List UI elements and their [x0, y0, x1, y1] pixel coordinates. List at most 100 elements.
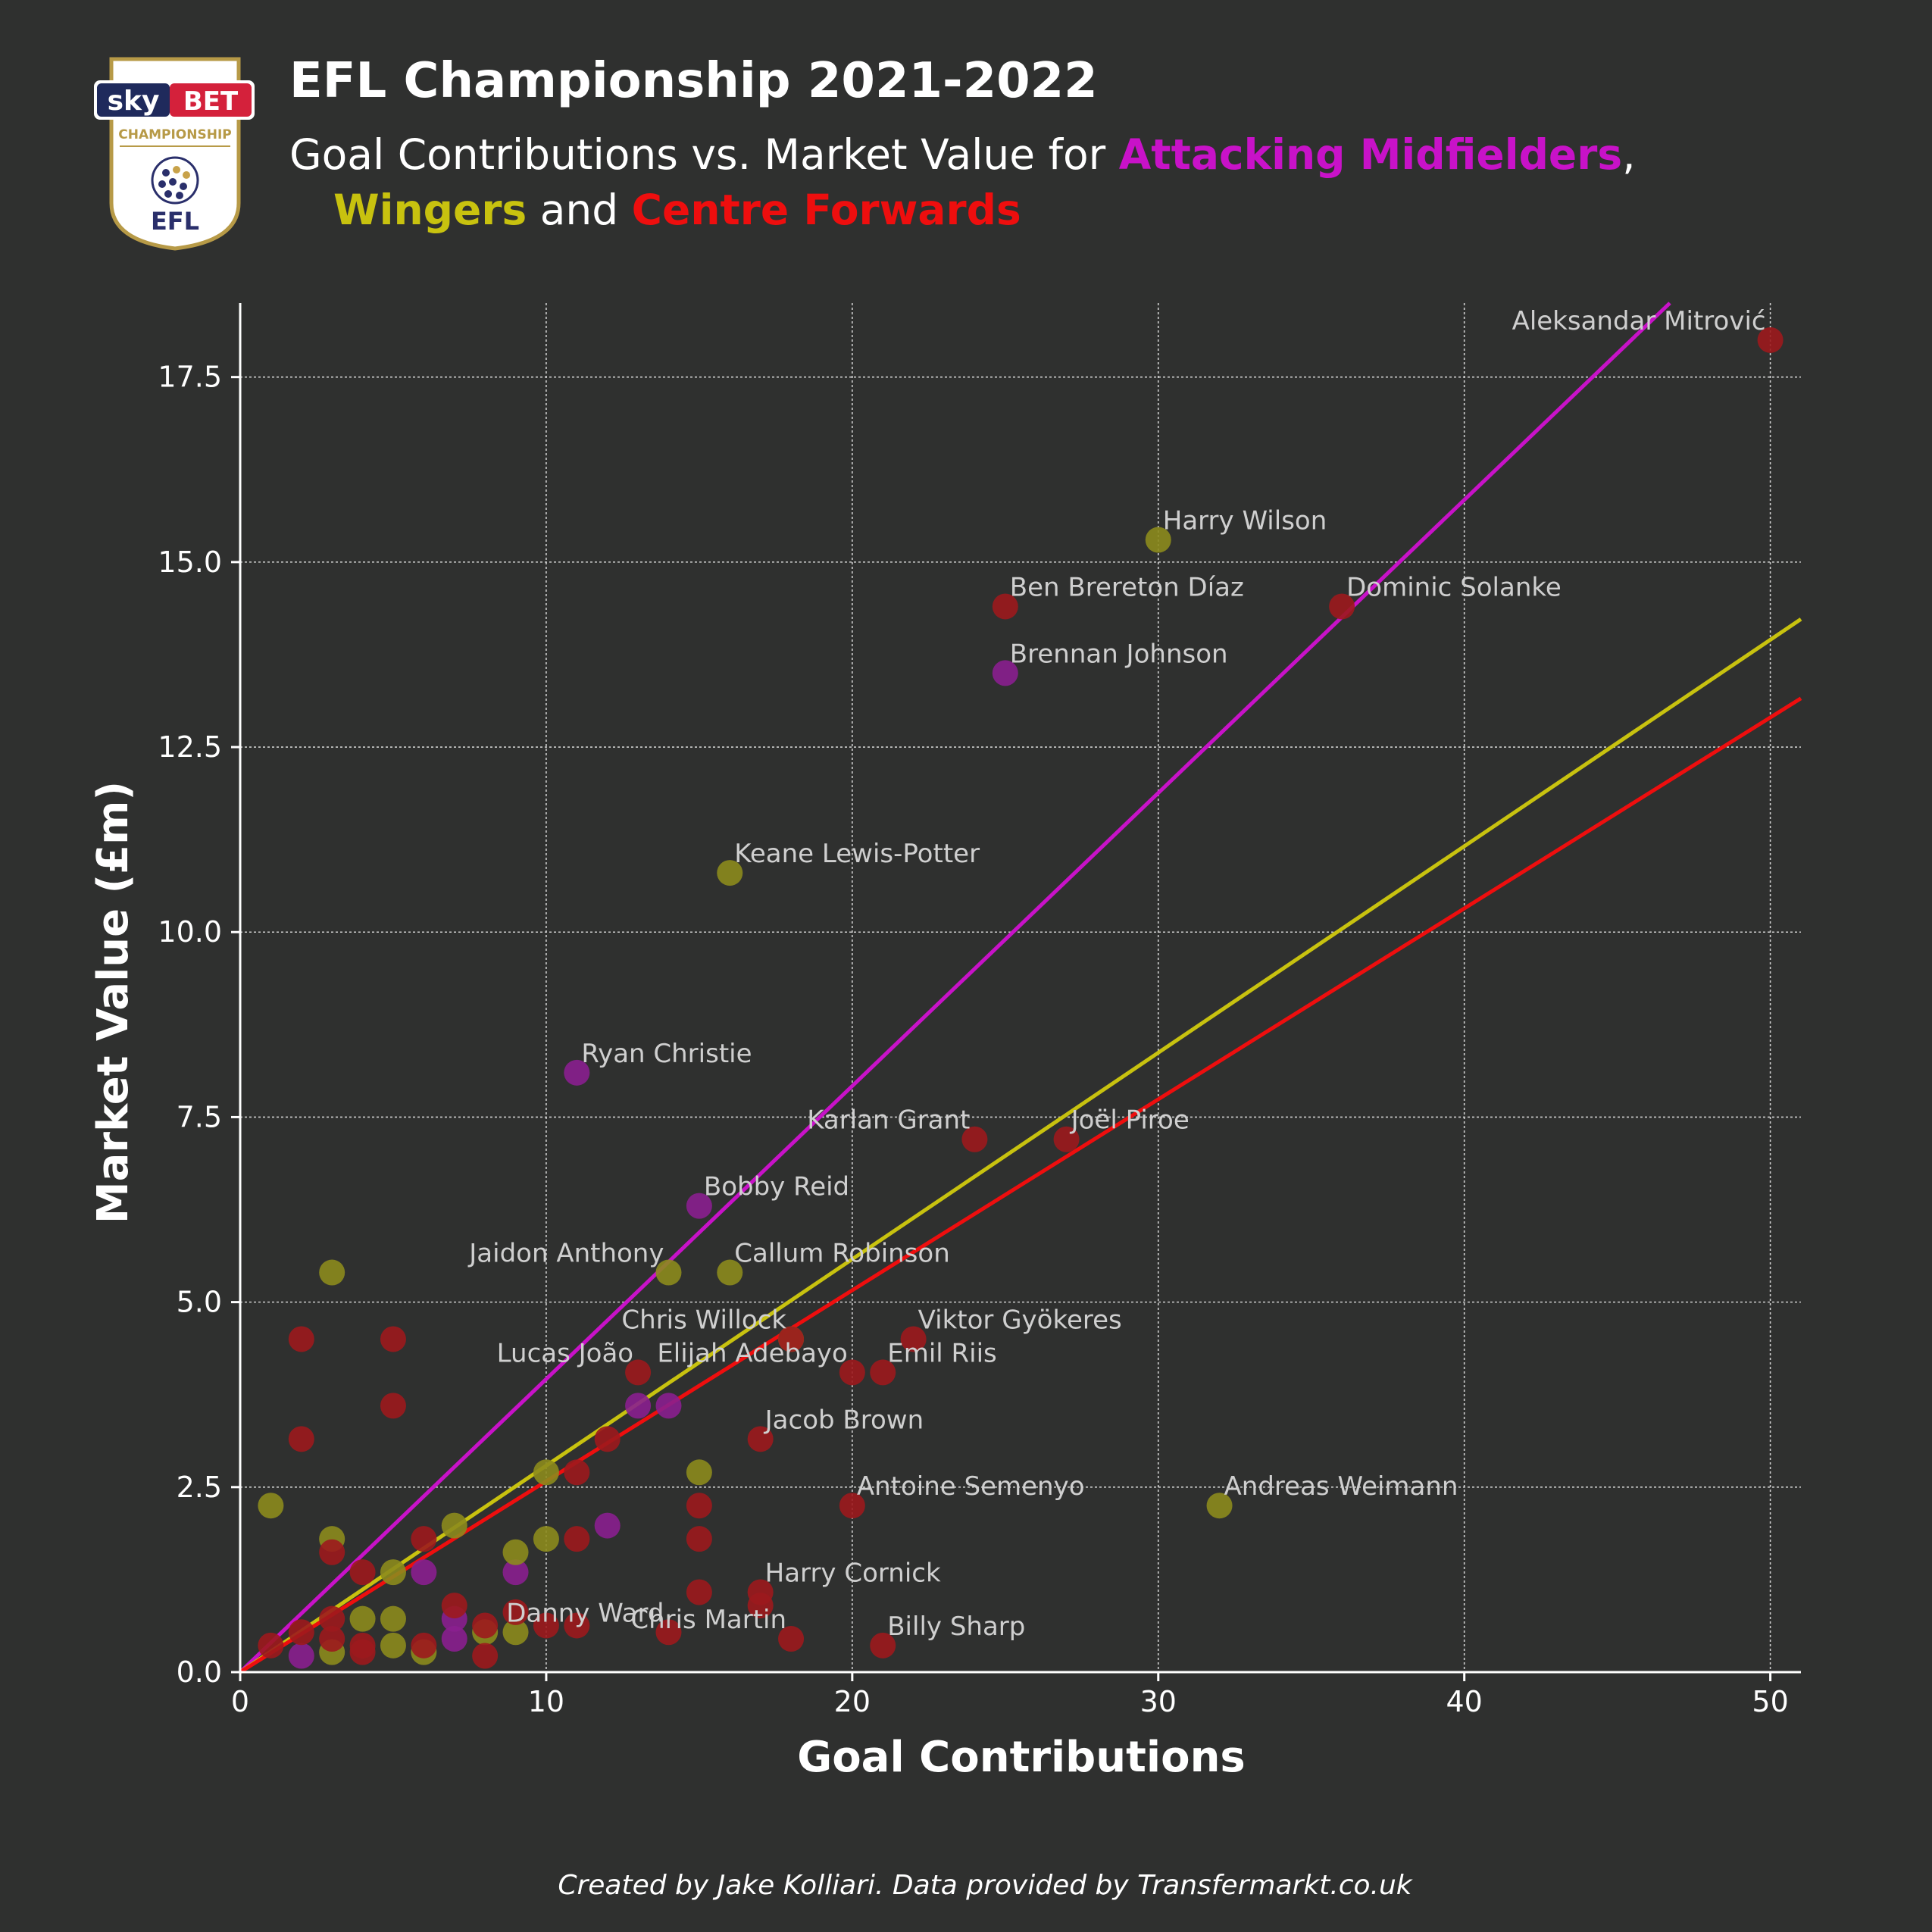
point-winger — [533, 1459, 559, 1486]
point-centre-forward — [502, 1599, 529, 1625]
point-centre-forward — [533, 1612, 559, 1639]
logo-championship-text: CHAMPIONSHIP — [118, 127, 232, 142]
x-tick-label: 0 — [231, 1685, 249, 1718]
point-centre-forward — [961, 1126, 988, 1152]
point-centre-forward — [472, 1612, 499, 1639]
player-label: Bobby Reid — [704, 1172, 849, 1202]
player-label: Karlan Grant — [807, 1105, 970, 1136]
player-label: Emil Riis — [887, 1338, 997, 1368]
point-centre-forward — [258, 1632, 284, 1658]
x-tick-label: 20 — [834, 1685, 871, 1718]
point-centre-forward — [288, 1426, 314, 1452]
subtitle-and: and — [527, 186, 631, 234]
logo-efl-text: EFL — [151, 207, 199, 236]
player-label: Elijah Adebayo — [657, 1338, 848, 1368]
logo-bet-text: BET — [183, 86, 239, 117]
point-winger — [349, 1605, 376, 1632]
point-attacking-midfielder — [992, 660, 1018, 686]
point-centre-forward — [349, 1559, 376, 1586]
x-tick-label: 40 — [1446, 1685, 1483, 1718]
point-centre-forward — [411, 1526, 437, 1552]
y-tick-label: 0.0 — [177, 1655, 222, 1689]
point-winger — [319, 1259, 345, 1286]
player-label: Jaidon Anthony — [467, 1239, 664, 1269]
grid — [240, 303, 1801, 1672]
point-centre-forward — [1329, 593, 1355, 620]
point-winger — [686, 1459, 712, 1486]
y-tick-label: 17.5 — [158, 361, 222, 394]
point-attacking-midfielder — [564, 1059, 590, 1086]
legend-wingers: Wingers — [333, 186, 527, 234]
x-axis-label: Goal Contributions — [797, 1733, 1246, 1782]
player-label: Brennan Johnson — [1010, 639, 1228, 669]
y-tick-label: 7.5 — [177, 1100, 222, 1133]
point-centre-forward — [686, 1579, 712, 1605]
player-label: Lucas João — [497, 1338, 633, 1368]
y-axis-label: Market Value (£m) — [89, 781, 138, 1224]
point-attacking-midfielder — [502, 1559, 529, 1586]
player-label: Harry Wilson — [1163, 506, 1327, 536]
point-centre-forward — [839, 1359, 865, 1386]
y-tick-label: 15.0 — [158, 546, 222, 579]
axes: 0 10 20 30 40 50 0.0 2.5 5.0 7.5 10.0 12.5 15.0 17.5 — [158, 303, 1801, 1718]
point-centre-forward — [319, 1626, 345, 1652]
player-label: Callum Robinson — [734, 1239, 949, 1269]
trend-lines — [239, 302, 1802, 1674]
point-winger — [533, 1526, 559, 1552]
logo-sky-text: sky — [108, 86, 160, 117]
point-winger — [502, 1619, 529, 1646]
point-winger — [1206, 1493, 1233, 1519]
point-centre-forward — [686, 1526, 712, 1552]
chart-subtitle-line1: Goal Contributions vs. Market Value for … — [289, 130, 1636, 179]
player-label: Aleksandar Mitrović — [1512, 306, 1766, 336]
point-centre-forward — [319, 1605, 345, 1632]
chart-title: EFL Championship 2021-2022 — [289, 53, 1098, 109]
point-attacking-midfielder — [686, 1193, 712, 1219]
point-centre-forward — [380, 1393, 406, 1419]
point-winger — [441, 1512, 467, 1539]
x-tick-label: 50 — [1752, 1685, 1788, 1718]
point-winger — [1145, 527, 1171, 553]
logo-bet-panel — [170, 83, 252, 117]
point-centre-forward — [564, 1459, 590, 1486]
legend-centre-forwards: Centre Forwards — [632, 186, 1021, 234]
player-label: Dominic Solanke — [1346, 572, 1562, 602]
point-centre-forward — [778, 1626, 805, 1652]
y-tick-label: 5.0 — [177, 1286, 222, 1319]
point-centre-forward — [870, 1632, 896, 1658]
player-label: Danny Ward — [506, 1598, 664, 1628]
trend-line-centre-forwards — [239, 696, 1802, 1674]
y-tick-label: 12.5 — [158, 730, 222, 764]
point-attacking-midfielder — [288, 1643, 314, 1669]
point-centre-forward — [411, 1632, 437, 1658]
point-centre-forward — [594, 1426, 621, 1452]
point-centre-forward — [778, 1326, 805, 1352]
player-label: Keane Lewis-Potter — [734, 839, 980, 869]
point-attacking-midfielder — [411, 1559, 437, 1586]
subtitle-prefix: Goal Contributions vs. Market Value for — [289, 130, 1119, 179]
point-winger — [380, 1559, 406, 1586]
player-label: Joël Piroe — [1070, 1105, 1190, 1136]
point-centre-forward — [1053, 1126, 1080, 1152]
point-centre-forward — [564, 1612, 590, 1639]
trend-line-wingers — [239, 617, 1802, 1674]
point-centre-forward — [1757, 327, 1784, 353]
point-attacking-midfielder — [655, 1393, 682, 1419]
point-centre-forward — [380, 1326, 406, 1352]
point-winger — [717, 1259, 743, 1286]
point-winger — [502, 1539, 529, 1565]
point-annotations: Brennan Johnson Ryan Christie Bobby Reid Ha… — [467, 306, 1765, 1642]
logo-sky-panel — [97, 83, 170, 117]
logo-ball-icon — [151, 156, 199, 205]
point-attacking-midfielder — [441, 1626, 467, 1652]
y-tick-label: 10.0 — [158, 915, 222, 949]
subtitle-comma: , — [1622, 130, 1635, 179]
point-centre-forward — [655, 1619, 682, 1646]
legend-attacking-midfielders: Attacking Midfielders — [1119, 130, 1622, 179]
y-tick-label: 2.5 — [177, 1471, 222, 1504]
player-label: Andreas Weimann — [1224, 1471, 1458, 1502]
player-label: Billy Sharp — [887, 1612, 1025, 1642]
point-winger — [258, 1493, 284, 1519]
point-centre-forward — [747, 1426, 774, 1452]
